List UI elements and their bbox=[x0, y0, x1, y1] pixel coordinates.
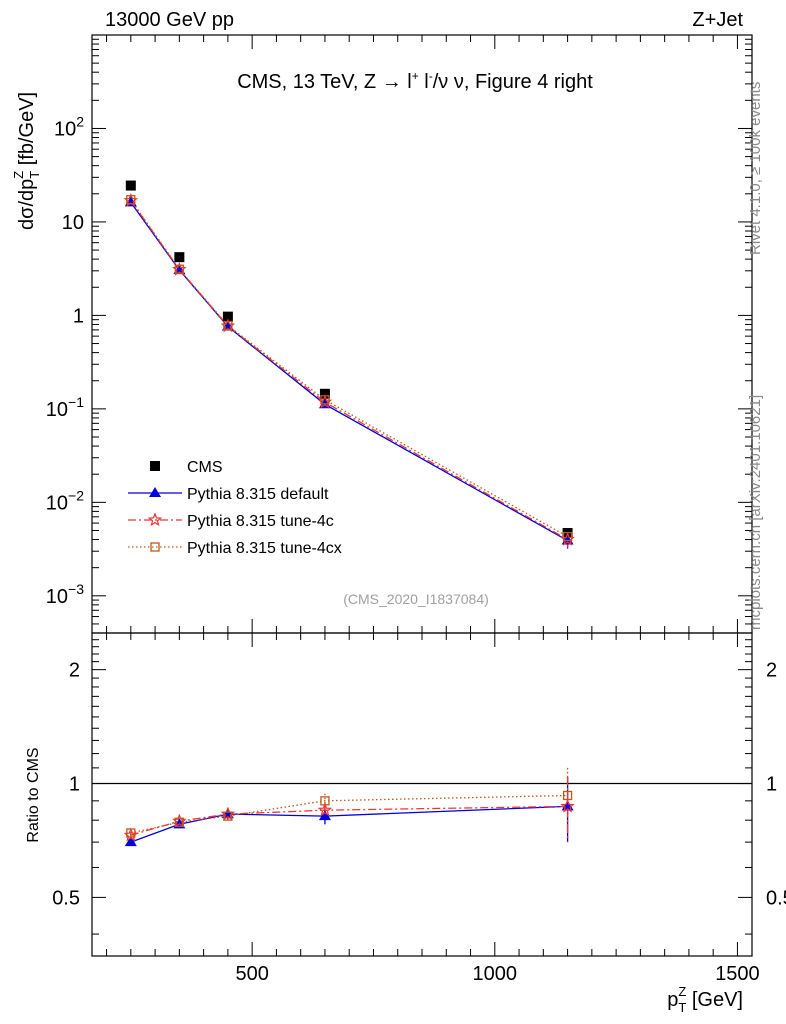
process-label: Z+Jet bbox=[692, 9, 743, 31]
legend-label: Pythia 8.315 default bbox=[187, 486, 329, 503]
main-axis-ticks bbox=[92, 34, 752, 634]
rivet-version-label: Rivet 4.1.0, ≥ 100k events bbox=[747, 82, 764, 255]
x-tick-label: 1500 bbox=[715, 963, 760, 985]
legend-marker bbox=[150, 542, 160, 552]
ratio-point bbox=[174, 817, 185, 827]
main-y-tick-label: 10−3 bbox=[46, 581, 84, 608]
legend-marker bbox=[149, 487, 161, 497]
main-y-tick-labels: 102 10 1 10−1 10−2 10−3 bbox=[46, 113, 84, 607]
ratio-point bbox=[124, 836, 137, 847]
main-y-tick-label: 10−2 bbox=[46, 487, 84, 514]
x-axis-label: pTZ [GeV] bbox=[667, 984, 743, 1015]
legend-item: Pythia 8.315 tune-4cx bbox=[128, 540, 342, 557]
ratio-plot-frame bbox=[91, 632, 753, 957]
ratio-point bbox=[562, 790, 573, 801]
main-series-layer bbox=[123, 180, 575, 549]
ratio-y-tick-labels: 2 2 1 1 0.5 0.5 bbox=[52, 660, 786, 910]
energy-label: 13000 GeV pp bbox=[105, 9, 234, 31]
legend-marker bbox=[147, 512, 163, 527]
legend-label: CMS bbox=[187, 459, 223, 476]
ratio-y-tick-label-right: 2 bbox=[766, 660, 777, 682]
mcplots-label: mcplots.cern.ch [arXiv:2401.10621] bbox=[747, 395, 764, 630]
data-point bbox=[222, 311, 233, 322]
ratio-y-tick-label-right: 0.5 bbox=[766, 887, 786, 909]
mc-point bbox=[174, 264, 185, 274]
ratio-point bbox=[126, 828, 136, 838]
ratio-series-line bbox=[130, 794, 568, 834]
analysis-watermark: (CMS_2020_I1837084) bbox=[343, 591, 489, 607]
legend: CMS Pythia 8.315 default Pythia 8.315 tune… bbox=[128, 459, 342, 557]
main-y-tick-label: 102 bbox=[54, 113, 84, 140]
mc-point bbox=[562, 531, 573, 542]
legend-item: Pythia 8.315 default bbox=[128, 486, 329, 503]
ratio-y-tick-label: 0.5 bbox=[52, 887, 80, 909]
ratio-point bbox=[318, 810, 331, 821]
ratio-x-tick-labels: 500 1000 1500 bbox=[235, 963, 759, 985]
mc-point bbox=[320, 395, 330, 405]
legend-label: Pythia 8.315 tune-4cx bbox=[187, 540, 342, 557]
mc-point bbox=[126, 195, 136, 205]
mc-point bbox=[223, 320, 233, 331]
ratio-point bbox=[560, 798, 575, 813]
ratio-series-layer bbox=[92, 767, 752, 847]
main-title: CMS, 13 TeV, Z → l+ l-/ν ν, Figure 4 rig… bbox=[237, 69, 593, 93]
legend-marker bbox=[150, 461, 160, 471]
main-y-tick-label: 10−1 bbox=[46, 394, 84, 421]
data-point bbox=[125, 180, 136, 191]
ratio-y-tick-label: 2 bbox=[69, 660, 80, 682]
ratio-series-line bbox=[130, 805, 568, 843]
main-y-tick-label: 10 bbox=[62, 212, 84, 234]
data-point bbox=[174, 252, 185, 263]
legend-label: Pythia 8.315 tune-4c bbox=[187, 513, 334, 530]
ratio-y-axis-label: Ratio to CMS bbox=[25, 747, 42, 842]
main-series-line bbox=[130, 199, 568, 538]
main-y-tick-label: 1 bbox=[73, 305, 84, 327]
main-series-line bbox=[130, 200, 568, 541]
ratio-y-tick-label-right: 1 bbox=[766, 774, 777, 796]
ratio-point bbox=[320, 796, 330, 806]
x-tick-label: 500 bbox=[235, 963, 268, 985]
ratio-point bbox=[317, 802, 333, 817]
ratio-y-tick-label: 1 bbox=[69, 774, 80, 796]
data-point bbox=[319, 388, 330, 399]
ratio-axis-ticks bbox=[92, 633, 752, 956]
ratio-point bbox=[223, 811, 233, 821]
legend-item: Pythia 8.315 tune-4c bbox=[128, 512, 334, 530]
x-tick-label: 1000 bbox=[473, 963, 518, 985]
legend-item: CMS bbox=[150, 459, 223, 476]
main-y-axis-label: dσ/dpTZ [fb/GeV] bbox=[11, 92, 42, 230]
